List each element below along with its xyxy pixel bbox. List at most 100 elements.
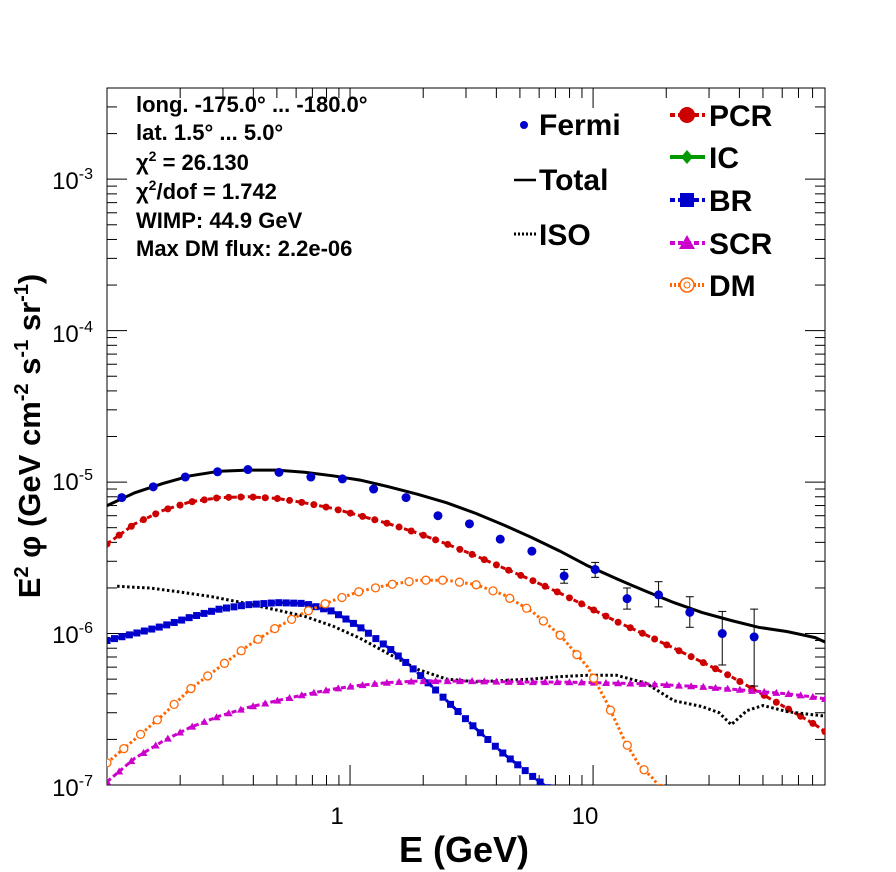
y-tick-label-1e-7: 10-7 bbox=[52, 773, 93, 802]
marker-br bbox=[506, 755, 514, 763]
marker-pcr bbox=[371, 516, 379, 524]
series-line-scr bbox=[107, 679, 825, 783]
marker-scr bbox=[516, 677, 525, 685]
marker-br bbox=[536, 778, 544, 785]
fermi-point bbox=[274, 467, 284, 477]
marker-br bbox=[432, 686, 440, 694]
marker-dm bbox=[236, 646, 246, 656]
marker-dm bbox=[286, 614, 297, 624]
fermi-point bbox=[180, 472, 190, 482]
marker-scr bbox=[772, 688, 781, 696]
marker-dm bbox=[521, 603, 532, 613]
marker-br bbox=[215, 605, 223, 613]
marker-br bbox=[125, 631, 133, 639]
marker-scr bbox=[808, 692, 817, 700]
legend-label-pcr: PCR bbox=[709, 100, 773, 133]
marker-scr bbox=[139, 748, 148, 756]
marker-dm bbox=[387, 579, 397, 589]
marker-br bbox=[178, 616, 186, 624]
marker-pcr bbox=[492, 561, 500, 569]
series-line-br bbox=[107, 601, 547, 785]
marker-dm bbox=[219, 658, 230, 668]
marker-pcr bbox=[468, 550, 476, 558]
marker-pcr bbox=[152, 510, 160, 518]
marker-pcr bbox=[286, 496, 294, 504]
series-dm bbox=[107, 575, 665, 785]
fit-info-annotation: long. -175.0° ... -180.0° lat. 1.5° ... … bbox=[136, 92, 368, 261]
fermi-point bbox=[117, 493, 127, 503]
fermi-point bbox=[337, 474, 347, 484]
x-tick-label-10: 10 bbox=[572, 803, 599, 830]
marker-dm bbox=[454, 577, 465, 587]
marker-scr bbox=[455, 677, 464, 685]
marker-dm bbox=[488, 586, 498, 596]
legend-label-iso: ISO bbox=[539, 219, 591, 252]
marker-dm bbox=[169, 699, 179, 710]
marker-dm bbox=[572, 650, 582, 660]
marker-scr bbox=[711, 683, 720, 691]
marker-dm bbox=[303, 606, 314, 616]
fermi-point bbox=[433, 511, 443, 521]
marker-dm bbox=[438, 575, 448, 585]
legend-marker-dm-inner bbox=[683, 281, 691, 289]
marker-dm bbox=[639, 765, 649, 775]
marker-pcr bbox=[164, 505, 172, 513]
marker-br bbox=[140, 627, 148, 635]
legend-entry-br: BR bbox=[670, 185, 753, 218]
marker-pcr bbox=[651, 635, 659, 643]
fermi-point bbox=[243, 465, 253, 475]
marker-scr bbox=[431, 677, 440, 685]
legend-marker-ic bbox=[681, 150, 693, 164]
legend-entry-pcr: PCR bbox=[670, 100, 773, 133]
marker-br bbox=[529, 772, 537, 780]
marker-dm bbox=[471, 580, 481, 590]
marker-br bbox=[245, 601, 253, 609]
legend-marker-fermi bbox=[520, 121, 528, 129]
fermi-point bbox=[369, 484, 379, 494]
marker-scr bbox=[107, 777, 111, 785]
marker-br bbox=[327, 607, 335, 615]
marker-br bbox=[170, 618, 178, 626]
marker-scr bbox=[176, 728, 185, 736]
legend-label-scr: SCR bbox=[709, 228, 773, 261]
marker-scr bbox=[309, 688, 318, 696]
marker-br bbox=[222, 604, 230, 612]
marker-pcr bbox=[456, 545, 464, 553]
series-line-total bbox=[107, 468, 825, 644]
marker-pcr bbox=[663, 641, 671, 649]
marker-pcr bbox=[590, 606, 598, 614]
marker-scr bbox=[674, 681, 683, 689]
marker-br bbox=[230, 603, 238, 611]
marker-pcr bbox=[675, 647, 683, 655]
marker-scr bbox=[662, 680, 671, 688]
fermi-point bbox=[306, 472, 316, 482]
marker-scr bbox=[334, 684, 343, 692]
marker-scr bbox=[273, 696, 282, 704]
series-pcr bbox=[107, 493, 825, 736]
legend-marker-pcr bbox=[679, 107, 695, 123]
marker-scr bbox=[614, 679, 623, 687]
marker-scr bbox=[577, 678, 586, 686]
marker-scr bbox=[553, 678, 562, 686]
marker-dm bbox=[555, 630, 565, 640]
marker-scr bbox=[212, 713, 221, 721]
marker-br bbox=[252, 600, 260, 608]
marker-scr bbox=[565, 678, 574, 686]
marker-br bbox=[185, 614, 193, 622]
marker-dm bbox=[186, 683, 196, 694]
marker-scr bbox=[382, 678, 391, 686]
legend-marker-br bbox=[680, 193, 694, 207]
y-tick-label-1e-6: 10-6 bbox=[52, 620, 93, 649]
marker-br bbox=[461, 715, 469, 723]
marker-br bbox=[342, 615, 350, 623]
info-longitude: long. -175.0° ... -180.0° bbox=[136, 92, 368, 117]
info-wimp-mass: WIMP: 44.9 GeV bbox=[136, 208, 303, 233]
marker-scr bbox=[784, 689, 793, 697]
fermi-point bbox=[464, 519, 474, 529]
marker-br bbox=[118, 633, 126, 641]
legend-label-total: Total bbox=[539, 164, 608, 197]
marker-br bbox=[469, 722, 477, 730]
marker-br bbox=[297, 599, 305, 607]
marker-pcr bbox=[529, 577, 537, 585]
marker-scr bbox=[358, 681, 367, 689]
